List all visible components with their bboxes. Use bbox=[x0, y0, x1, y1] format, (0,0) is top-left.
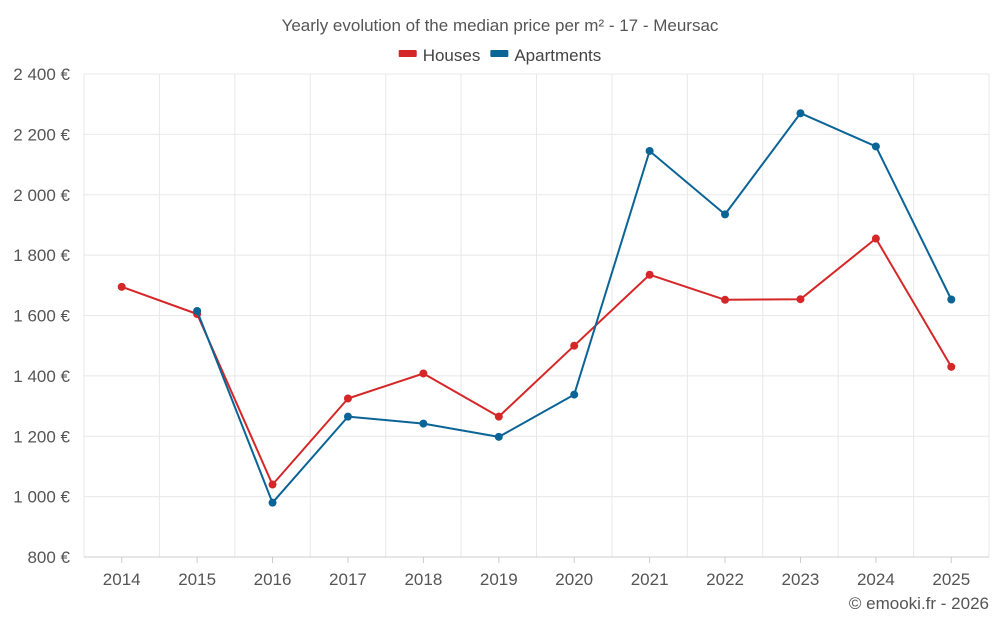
data-point-apartments[interactable] bbox=[947, 295, 956, 304]
data-point-apartments[interactable] bbox=[570, 390, 579, 399]
x-tick-label: 2016 bbox=[254, 570, 292, 589]
x-tick-label: 2018 bbox=[404, 570, 442, 589]
y-tick-label: 1 200 € bbox=[13, 427, 70, 446]
x-tick-label: 2017 bbox=[329, 570, 367, 589]
data-point-apartments[interactable] bbox=[645, 146, 654, 155]
series-line-houses bbox=[121, 237, 953, 486]
grid bbox=[83, 73, 990, 558]
legend-swatch-apartments bbox=[490, 50, 509, 57]
y-tick-label: 1 600 € bbox=[13, 307, 70, 326]
data-point-apartments[interactable] bbox=[494, 432, 503, 441]
series-apartments bbox=[193, 109, 956, 507]
credit-label: © emooki.fr - 2026 bbox=[849, 594, 989, 613]
legend: Houses Apartments bbox=[398, 46, 601, 65]
x-tick-label: 2014 bbox=[103, 570, 141, 589]
chart-title: Yearly evolution of the median price per… bbox=[282, 16, 719, 35]
y-tick-label: 2 400 € bbox=[13, 65, 70, 84]
data-point-houses[interactable] bbox=[645, 270, 654, 279]
data-point-apartments[interactable] bbox=[721, 210, 730, 219]
data-point-houses[interactable] bbox=[494, 412, 503, 421]
data-point-houses[interactable] bbox=[419, 369, 428, 378]
y-tick-label: 1 400 € bbox=[13, 367, 70, 386]
data-point-apartments[interactable] bbox=[419, 419, 428, 428]
x-tick-label: 2020 bbox=[555, 570, 593, 589]
data-point-apartments[interactable] bbox=[796, 109, 805, 118]
y-tick-label: 2 000 € bbox=[13, 186, 70, 205]
x-tick-label: 2019 bbox=[480, 570, 518, 589]
data-point-apartments[interactable] bbox=[268, 498, 277, 507]
x-tick-label: 2024 bbox=[857, 570, 895, 589]
x-tick-label: 2021 bbox=[631, 570, 669, 589]
x-axis: 2014 2015 2016 2017 2018 2019 2020 2021 2022 2023… bbox=[103, 557, 970, 589]
x-tick-label: 2015 bbox=[178, 570, 216, 589]
data-point-houses[interactable] bbox=[268, 480, 277, 489]
data-point-apartments[interactable] bbox=[193, 306, 202, 315]
data-point-houses[interactable] bbox=[117, 282, 126, 291]
data-point-apartments[interactable] bbox=[871, 142, 880, 151]
legend-label-apartments: Apartments bbox=[514, 46, 601, 65]
data-point-houses[interactable] bbox=[871, 234, 880, 243]
legend-swatch-houses bbox=[398, 50, 417, 57]
data-point-apartments[interactable] bbox=[343, 412, 352, 421]
y-axis: 800 € 1 000 € 1 200 € 1 400 € 1 600 € 1 800 €… bbox=[13, 65, 70, 567]
x-tick-label: 2025 bbox=[932, 570, 970, 589]
y-tick-label: 1 000 € bbox=[13, 488, 70, 507]
data-point-houses[interactable] bbox=[947, 362, 956, 371]
data-point-houses[interactable] bbox=[721, 295, 730, 304]
series-group bbox=[117, 109, 956, 507]
y-tick-label: 1 800 € bbox=[13, 246, 70, 265]
data-point-houses[interactable] bbox=[796, 295, 805, 304]
y-tick-label: 800 € bbox=[27, 548, 70, 567]
x-tick-label: 2022 bbox=[706, 570, 744, 589]
x-tick-label: 2023 bbox=[782, 570, 820, 589]
data-point-houses[interactable] bbox=[570, 341, 579, 350]
y-tick-label: 2 200 € bbox=[13, 125, 70, 144]
legend-label-houses: Houses bbox=[423, 46, 481, 65]
data-point-houses[interactable] bbox=[343, 394, 352, 403]
